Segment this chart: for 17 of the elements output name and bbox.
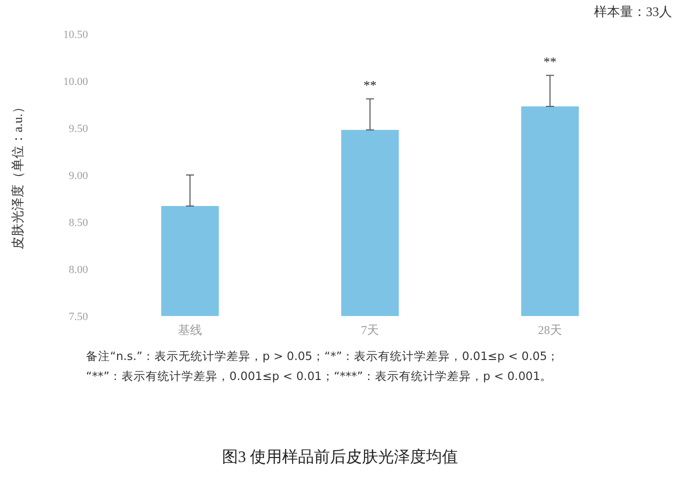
y-tick-label: 10.00 <box>63 76 88 88</box>
y-axis-title: 皮肤光泽度（单位：a.u.） <box>10 100 25 250</box>
y-tick-label: 8.50 <box>68 216 88 229</box>
annotation: ** <box>544 54 556 69</box>
text: 备注“n.s.”：表示无统计学差异，p > 0.05；“*”：表示有统计学差异，0.01≤p < 0.05； <box>86 349 560 363</box>
x-tick-label: 28天 <box>538 323 562 337</box>
text: “**”：表示有统计学差异，0.001≤p < 0.01；“***”：表示有统计学差异，p < 0.001。 <box>86 369 552 383</box>
y-tick-label: 10.50 <box>63 28 88 41</box>
x-tick-label: 7天 <box>361 323 379 337</box>
annotation: ** <box>364 77 376 92</box>
y-tick-label: 9.00 <box>68 170 88 182</box>
text: 图3 使用样品前后皮肤光泽度均值 <box>222 448 458 466</box>
chart-subtitle: 样本量：33人 <box>594 4 672 19</box>
y-tick-label: 8.00 <box>68 264 88 276</box>
x-tick-label: 基线 <box>178 323 202 337</box>
y-tick-label: 9.50 <box>68 122 88 135</box>
y-tick-label: 7.50 <box>68 310 88 323</box>
